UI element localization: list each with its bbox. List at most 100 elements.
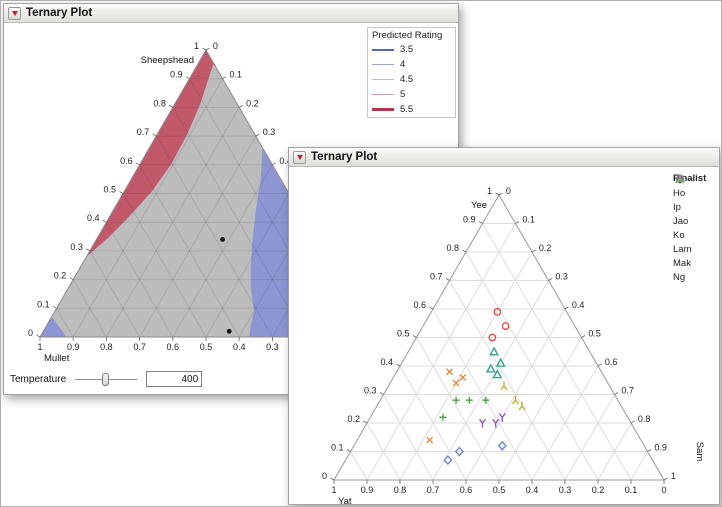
legend-item-4[interactable]: 4: [368, 57, 455, 72]
legend-item-5[interactable]: 5: [368, 87, 455, 102]
marker-Ip[interactable]: [439, 413, 447, 421]
svg-text:0.3: 0.3: [263, 127, 276, 137]
legend-item-label: Ho: [673, 187, 686, 199]
marker-Ip[interactable]: [465, 396, 473, 404]
legend-item-Ho[interactable]: Ho: [673, 175, 706, 200]
marker-Mak[interactable]: [478, 418, 487, 428]
design-points: [220, 237, 232, 334]
temperature-value-input[interactable]: [146, 371, 203, 387]
svg-text:0.1: 0.1: [522, 215, 535, 225]
svg-text:0.1: 0.1: [625, 485, 638, 495]
marker-Jao[interactable]: [497, 440, 507, 451]
svg-text:0.3: 0.3: [559, 485, 572, 495]
series-Lam: [485, 346, 506, 379]
window-title: Ternary Plot: [26, 7, 93, 19]
svg-text:1: 1: [671, 471, 676, 481]
marker-Ip[interactable]: [452, 396, 460, 404]
marker-Ko[interactable]: [452, 379, 460, 387]
legend-item-3.5[interactable]: 3.5: [368, 42, 455, 57]
slider-thumb[interactable]: [102, 372, 110, 386]
legend-item-Lam[interactable]: Lam: [673, 173, 706, 256]
svg-text:0.2: 0.2: [592, 485, 605, 495]
svg-text:0.6: 0.6: [120, 156, 133, 166]
legend-item-4.5[interactable]: 4.5: [368, 72, 455, 87]
svg-text:0.4: 0.4: [87, 213, 100, 223]
svg-text:0.4: 0.4: [279, 156, 292, 166]
ternary-scatter-plot[interactable]: 0 0 0 0.1 0.1 0.1 0.2 0.2 0.2 0.3 0.3 0.3 0.4 0.4 0.4 0…: [289, 167, 719, 504]
svg-text:0.9: 0.9: [170, 70, 183, 80]
marker-Mak[interactable]: [492, 418, 500, 428]
svg-text:0.2: 0.2: [348, 414, 361, 424]
titlebar-right[interactable]: Ternary Plot: [289, 148, 719, 167]
legend-item-Ng[interactable]: Ng: [673, 174, 706, 284]
design-point[interactable]: [220, 237, 226, 242]
svg-text:0.3: 0.3: [555, 272, 568, 282]
legend-item-label: 3.5: [400, 44, 414, 55]
marker-Ng[interactable]: [518, 401, 526, 411]
series-Ko: [426, 368, 467, 444]
legend-item-Ko[interactable]: Ko: [673, 175, 706, 242]
series-Mak: [478, 413, 506, 428]
marker-Jao[interactable]: [454, 446, 464, 457]
svg-text:0: 0: [28, 328, 33, 338]
axis-label-right: Sam: [694, 442, 705, 462]
marker-Lam[interactable]: [492, 369, 503, 379]
series-Ip: [439, 396, 490, 421]
high-rating-region: [86, 50, 217, 257]
svg-text:0.7: 0.7: [133, 342, 146, 352]
low-rating-region: [40, 316, 67, 337]
axis-label-top: Yee: [471, 200, 487, 211]
titlebar-left[interactable]: Ternary Plot: [4, 4, 458, 23]
marker-Ip[interactable]: [482, 396, 490, 404]
svg-text:0.8: 0.8: [638, 414, 651, 424]
svg-text:0.8: 0.8: [447, 243, 460, 253]
window-ternary-scatter: Ternary Plot 0 0 0 0.1 0.1 0.1 0.2 0.2 0.2 0.3 0.3…: [288, 147, 720, 505]
legend-item-Jao[interactable]: Jao: [673, 174, 706, 228]
svg-text:0.6: 0.6: [460, 485, 473, 495]
svg-text:0.5: 0.5: [493, 485, 506, 495]
marker-Ng[interactable]: [500, 381, 508, 391]
marker-Ko[interactable]: [459, 373, 467, 381]
legend-item-label: Ko: [673, 229, 685, 241]
marker-Lam[interactable]: [489, 346, 499, 356]
legend-item-label: 5.5: [400, 104, 414, 115]
legend-item-label: Lam: [673, 243, 692, 255]
marker-Ng[interactable]: [511, 395, 520, 405]
legend-line-swatch: [372, 93, 394, 96]
marker-Ko[interactable]: [446, 368, 453, 376]
svg-text:0.2: 0.2: [539, 243, 552, 253]
contour-legend: Predicted Rating 3.5 4 4.5 5 5.5: [367, 27, 456, 118]
marker-Mak[interactable]: [498, 413, 506, 422]
legend-item-label: 4: [400, 59, 406, 70]
svg-text:0.9: 0.9: [67, 342, 80, 352]
svg-text:0.7: 0.7: [427, 485, 440, 495]
disclosure-icon[interactable]: [293, 150, 306, 164]
finalist-legend-title: Finalist: [673, 173, 707, 184]
legend-item-Mak[interactable]: Mak: [673, 174, 706, 270]
legend-item-Ip[interactable]: Ip: [673, 175, 706, 214]
marker-Ho[interactable]: [488, 333, 497, 342]
svg-text:0.7: 0.7: [430, 272, 443, 282]
design-point[interactable]: [226, 328, 232, 334]
series-Ho: [488, 308, 510, 342]
svg-text:0.5: 0.5: [200, 342, 213, 352]
legend-item-label: Ip: [673, 201, 681, 213]
temperature-slider[interactable]: [75, 372, 138, 386]
marker-Lam[interactable]: [485, 363, 496, 373]
marker-Ho[interactable]: [493, 308, 502, 316]
svg-text:0.1: 0.1: [37, 299, 50, 309]
marker-Jao[interactable]: [443, 455, 453, 466]
marker-Ko[interactable]: [426, 436, 434, 444]
svg-text:0.4: 0.4: [526, 485, 539, 495]
marker-Ho[interactable]: [501, 322, 510, 330]
legend-line-swatch: [372, 48, 394, 51]
disclosure-icon[interactable]: [8, 6, 21, 20]
marker-Lam[interactable]: [495, 357, 506, 367]
svg-text:0.1: 0.1: [230, 70, 243, 80]
temperature-label: Temperature: [10, 373, 67, 385]
legend-item-5.5[interactable]: 5.5: [368, 102, 455, 117]
legend-line-swatch: [372, 63, 394, 66]
window-title: Ternary Plot: [311, 151, 378, 163]
legend-item-label: Mak: [673, 257, 691, 269]
